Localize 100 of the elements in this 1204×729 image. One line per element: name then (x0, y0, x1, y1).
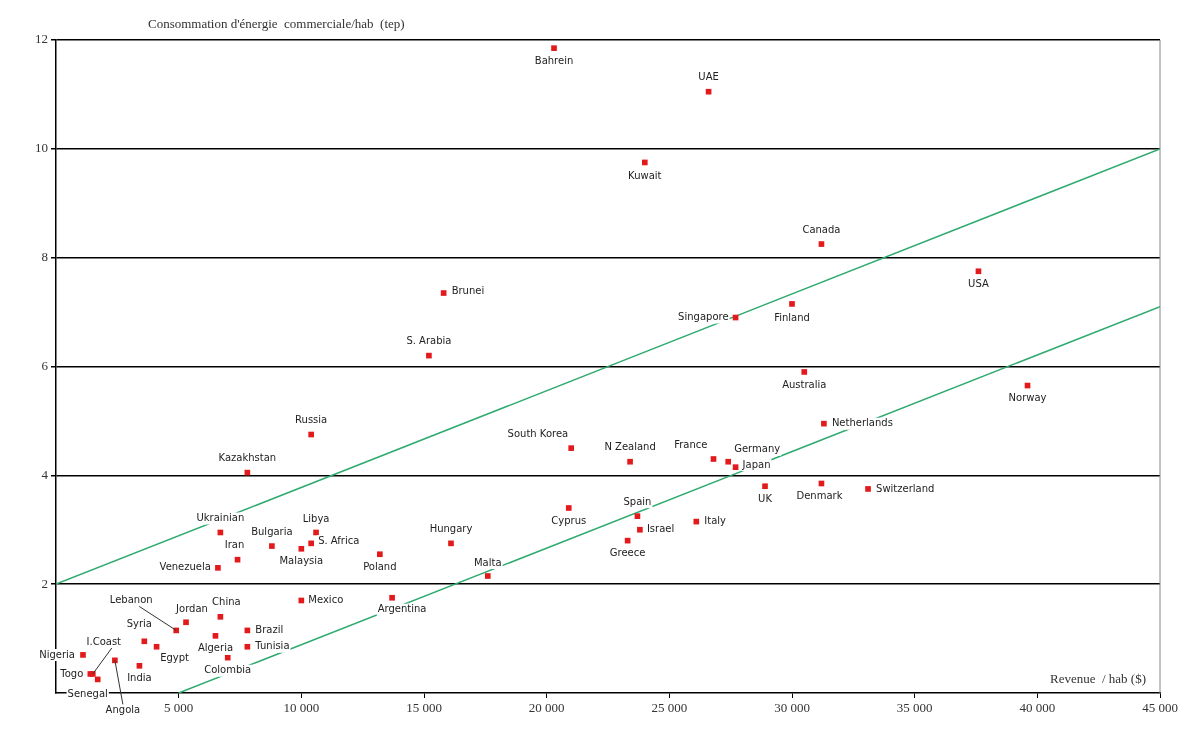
data-label: Finland (774, 311, 810, 323)
data-label: Ukrainian (196, 512, 245, 524)
point (710, 456, 717, 462)
data-label: UK (758, 492, 773, 504)
point (865, 486, 871, 492)
data-label: Denmark (796, 490, 843, 502)
point (801, 369, 808, 375)
point (80, 652, 86, 658)
point (308, 431, 314, 438)
x-tick-label: 20 000 (528, 700, 565, 716)
point (269, 543, 275, 549)
data-label: Libya (302, 513, 330, 525)
point (212, 633, 219, 639)
y-tick-label: 10 (35, 140, 48, 156)
point (448, 540, 454, 547)
data-label: Japan (741, 458, 771, 470)
x-tick-label: 25 000 (651, 700, 688, 716)
data-label: Argentina (377, 603, 427, 615)
data-label: N Zealand (604, 441, 656, 453)
data-label: Algeria (197, 642, 234, 654)
x-tick-label: 5 000 (164, 700, 194, 716)
data-label: Malta (473, 556, 502, 568)
data-label: Brazil (255, 624, 284, 636)
x-axis-title: Revenue / hab ($) (1049, 671, 1146, 686)
point (377, 551, 383, 558)
data-label: Switzerland (876, 482, 935, 494)
data-label: India (127, 672, 152, 684)
point (565, 505, 572, 511)
data-label: Lebanon (109, 594, 153, 606)
y-tick-label: 8 (41, 249, 48, 265)
point (153, 643, 160, 650)
point (762, 483, 768, 490)
point (818, 241, 825, 247)
data-label: Mexico (308, 594, 344, 606)
data-label: Spain (623, 495, 652, 507)
data-label: France (674, 438, 708, 450)
data-label: Germany (734, 443, 781, 455)
data-label: Angola (105, 703, 141, 715)
point (215, 565, 221, 571)
point (821, 420, 827, 427)
data-label: Tunisia (254, 640, 290, 652)
data-label: Iran (224, 539, 245, 551)
y-tick-label: 6 (41, 357, 49, 373)
data-label: China (212, 596, 241, 608)
data-label: Syria (126, 617, 152, 629)
point (141, 638, 148, 645)
data-label: Norway (1008, 392, 1047, 404)
x-tick-label: 35 000 (896, 700, 933, 716)
data-label: Bulgaria (251, 525, 293, 537)
x-tick-label: 40 000 (1019, 700, 1056, 716)
point (308, 540, 314, 547)
data-label: UAE (698, 71, 719, 83)
data-label: Egypt (160, 652, 190, 664)
data-label: Poland (363, 560, 397, 572)
data-label: Brunei (451, 284, 485, 296)
point (693, 518, 700, 525)
data-label: South Korea (507, 427, 569, 439)
point (234, 556, 241, 563)
point (224, 654, 231, 661)
point (426, 352, 432, 359)
point (789, 301, 795, 307)
point (94, 676, 101, 683)
data-label: Israel (646, 523, 675, 535)
point (725, 458, 732, 465)
data-label: Hungary (429, 522, 473, 534)
point (634, 513, 641, 519)
data-label: Bahrein (534, 54, 574, 66)
point (641, 159, 648, 166)
data-label: Canada (802, 223, 841, 235)
point (244, 643, 251, 650)
x-tick-label: 15 000 (406, 700, 442, 716)
data-label: Senegal (67, 687, 108, 699)
data-label: Kazakhstan (218, 452, 277, 464)
point (705, 88, 712, 95)
data-label: S. Arabia (406, 335, 452, 347)
data-label: I.Coast (86, 635, 122, 647)
point (975, 268, 982, 275)
point (551, 45, 557, 51)
point (732, 464, 739, 470)
x-tick-label: 10 000 (283, 700, 320, 716)
y-tick-label: 4 (41, 466, 49, 482)
data-label: Jordan (175, 602, 208, 614)
data-label: Kuwait (628, 170, 662, 182)
point (217, 613, 224, 620)
point (298, 545, 305, 552)
data-label: Singapore (678, 311, 729, 323)
y-tick-label: 2 (41, 575, 48, 591)
data-label: Italy (704, 515, 727, 527)
data-label: Venezuela (159, 561, 211, 573)
point (389, 594, 395, 601)
data-label: Nigeria (39, 648, 75, 660)
point (637, 526, 643, 533)
point (313, 529, 319, 536)
point (183, 619, 189, 626)
data-label: Colombia (204, 664, 252, 676)
point (136, 662, 143, 669)
data-label: Cyprus (551, 514, 587, 526)
x-tick-label: 45 000 (1142, 700, 1178, 716)
x-tick-label: 30 000 (774, 700, 810, 716)
point (484, 573, 491, 579)
